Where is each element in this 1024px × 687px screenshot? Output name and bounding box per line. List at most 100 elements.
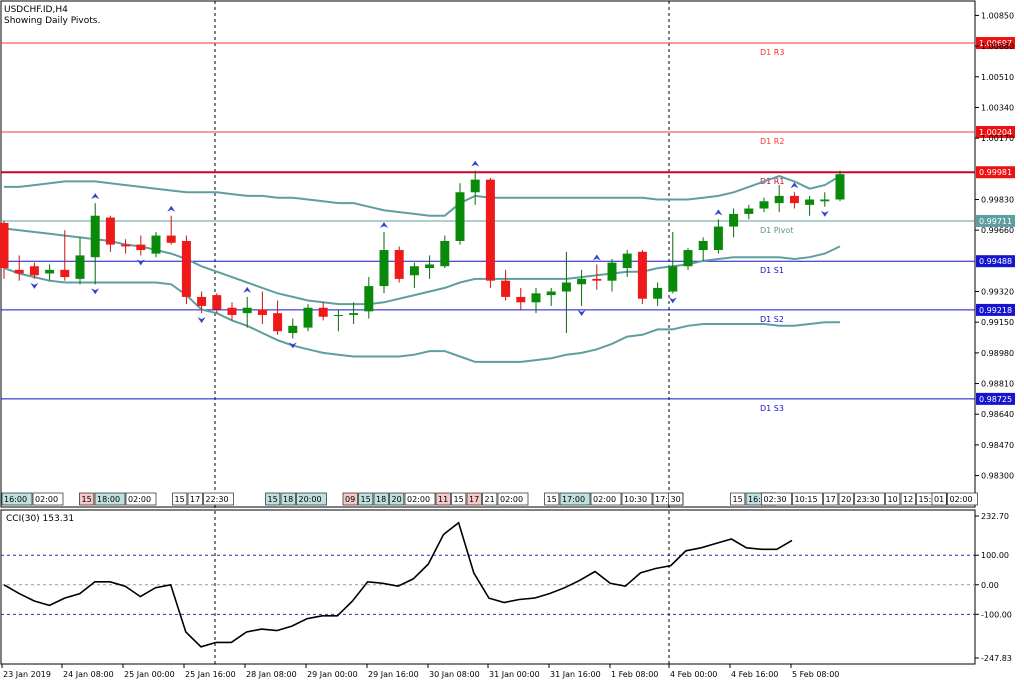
price-tick-label: 0.98300	[981, 472, 1014, 481]
time-tag	[947, 492, 978, 506]
time-tag-label: 02:00	[593, 495, 616, 504]
candle-body[interactable]	[181, 240, 191, 297]
candle-body[interactable]	[485, 179, 495, 281]
time-tag-label: 17	[826, 495, 836, 504]
time-tag-label: 15	[268, 495, 278, 504]
x-tick-label: 5 Feb 08:00	[792, 670, 839, 679]
candle-body[interactable]	[759, 201, 769, 209]
x-tick-label: 31 Jan 00:00	[489, 670, 540, 679]
cci-tick-label: -247.83	[981, 654, 1012, 663]
candle-body[interactable]	[379, 250, 389, 287]
candle-body[interactable]	[455, 192, 465, 241]
time-tag	[761, 492, 792, 506]
candle-body[interactable]	[637, 251, 647, 299]
candle-body[interactable]	[774, 195, 784, 204]
candle-body[interactable]	[349, 313, 359, 315]
time-tag	[466, 492, 482, 506]
cci-tick-label: 100.00	[981, 551, 1009, 560]
candle-body[interactable]	[60, 269, 70, 278]
candle-body[interactable]	[75, 255, 85, 279]
candle-body[interactable]	[577, 278, 587, 285]
candle-body[interactable]	[288, 325, 298, 334]
candle-body[interactable]	[227, 307, 237, 315]
time-tag-label: 18:00	[97, 495, 120, 504]
candle-body[interactable]	[516, 296, 526, 303]
x-tick-label: 1 Feb 08:00	[611, 670, 658, 679]
candle-body[interactable]	[805, 199, 815, 205]
candle-body[interactable]	[257, 309, 267, 315]
candle-body[interactable]	[151, 235, 161, 254]
price-tag	[976, 255, 1015, 268]
candle-body[interactable]	[713, 226, 723, 251]
candle-body[interactable]	[364, 286, 374, 312]
candle-body[interactable]	[470, 179, 480, 193]
fractal-up-icon	[592, 254, 601, 261]
candle-body[interactable]	[501, 280, 511, 297]
price-tick-label: 0.99150	[981, 318, 1014, 327]
candle-body[interactable]	[0, 222, 9, 269]
time-tag	[900, 492, 916, 506]
price-tick-label: 1.00850	[981, 11, 1014, 20]
candle-body[interactable]	[90, 215, 100, 258]
candle-body[interactable]	[242, 307, 252, 314]
candle-body[interactable]	[166, 235, 176, 243]
candle-body[interactable]	[607, 262, 617, 281]
price-tick-label: 1.00340	[981, 103, 1014, 112]
candle-body[interactable]	[394, 250, 404, 279]
candle-body[interactable]	[29, 266, 39, 276]
candle-body[interactable]	[653, 287, 663, 299]
candle-body[interactable]	[592, 278, 602, 281]
time-tag-label: 02:00	[950, 495, 973, 504]
time-tag-label: 30	[671, 495, 681, 504]
candle-body[interactable]	[212, 295, 222, 310]
pivot-subtitle: Showing Daily Pivots.	[4, 16, 100, 26]
time-tag	[497, 492, 529, 506]
time-tag	[172, 492, 188, 506]
pivot-label: D1 R1	[760, 177, 784, 186]
candle-body[interactable]	[45, 269, 55, 274]
time-tag	[342, 492, 358, 506]
time-tag	[280, 492, 296, 506]
candle-body[interactable]	[820, 199, 830, 202]
price-tick-label: 0.98980	[981, 349, 1014, 358]
candle-body[interactable]	[318, 307, 328, 317]
candle-body[interactable]	[409, 266, 419, 276]
candle-body[interactable]	[333, 314, 343, 316]
cci-title: CCI(30) 153.31	[6, 514, 74, 524]
candle-body[interactable]	[729, 213, 739, 227]
pivot-label: D1 Pivot	[760, 226, 793, 235]
candle-body[interactable]	[835, 174, 845, 200]
candle-body[interactable]	[136, 244, 146, 251]
fractal-up-icon	[243, 286, 252, 293]
time-tag-label: 21	[485, 495, 495, 504]
price-tag-label: 1.00204	[979, 128, 1012, 137]
candle-body[interactable]	[14, 269, 24, 274]
time-tag-label: 20:00	[299, 495, 322, 504]
candle-body[interactable]	[105, 217, 115, 245]
candle-body[interactable]	[425, 264, 435, 269]
candle-body[interactable]	[622, 253, 632, 269]
candle-body[interactable]	[303, 307, 313, 328]
candle-body[interactable]	[197, 296, 207, 306]
price-tag	[976, 126, 1015, 139]
candle-body[interactable]	[683, 250, 693, 267]
x-tick-label: 28 Jan 08:00	[246, 670, 297, 679]
candle-body[interactable]	[531, 293, 541, 303]
candle-body[interactable]	[121, 244, 131, 247]
fractal-up-icon	[790, 182, 799, 189]
symbol-title: USDCHF.ID,H4	[4, 5, 68, 15]
candle-body[interactable]	[668, 266, 678, 292]
candle-body[interactable]	[546, 291, 556, 296]
candle-body[interactable]	[561, 282, 571, 292]
time-tag	[885, 492, 901, 506]
pivot-label: D1 S1	[760, 266, 784, 275]
candle-body[interactable]	[744, 208, 754, 214]
candle-body[interactable]	[789, 195, 799, 204]
candle-body[interactable]	[698, 240, 708, 251]
candle-body[interactable]	[440, 240, 450, 267]
time-tag-label: 12	[903, 495, 913, 504]
candle-body[interactable]	[273, 313, 283, 332]
x-tick-label: 31 Jan 16:00	[550, 670, 601, 679]
